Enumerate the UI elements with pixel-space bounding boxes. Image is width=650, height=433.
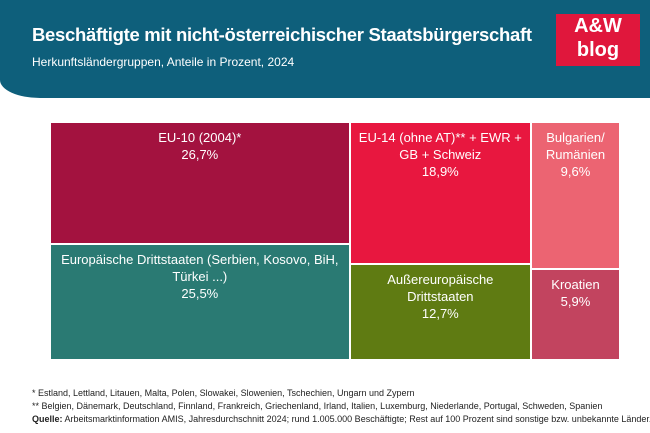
source-text: Arbeitsmarktinformation AMIS, Jahresdurc… bbox=[64, 414, 650, 424]
cell-label: Europäische Drittstaaten (Serbien, Kosov… bbox=[61, 251, 339, 284]
source: Quelle: Arbeitsmarktinformation AMIS, Ja… bbox=[32, 413, 650, 426]
treemap-cell: EU-10 (2004)* 26,7% bbox=[50, 122, 350, 244]
treemap: EU-10 (2004)* 26,7% Europäische Drittstaat… bbox=[50, 122, 620, 360]
source-label: Quelle: bbox=[32, 414, 63, 424]
treemap-cell: EU-14 (ohne AT)** + EWR + GB + Schweiz 18… bbox=[349, 122, 531, 265]
value-label: 12,7% bbox=[421, 306, 459, 322]
header-band: Beschäftigte mit nicht-österreichischer … bbox=[0, 0, 650, 98]
value-label: 26,7% bbox=[181, 147, 219, 162]
value-label: 18,9% bbox=[421, 164, 459, 179]
chart-subtitle: Herkunftsländergruppen, Anteile in Proze… bbox=[32, 55, 295, 69]
value-label: 5,9% bbox=[560, 294, 591, 310]
treemap-cell: Kroatien 5,9% bbox=[531, 269, 620, 360]
note: ** Belgien, Dänemark, Deutschland, Finnl… bbox=[32, 401, 603, 411]
value-label: 25,5% bbox=[181, 285, 219, 301]
logo-bottom: blog bbox=[576, 39, 620, 61]
treemap-cell: Bulgarien/ Rumänien 9,6% bbox=[531, 122, 620, 270]
note: * Estland, Lettland, Litauen, Malta, Pol… bbox=[32, 388, 415, 398]
cell-label: Kroatien bbox=[551, 277, 600, 293]
logo-top: A&W bbox=[574, 15, 622, 37]
cell-label: EU-10 (2004)* bbox=[158, 130, 242, 145]
logo: A&W blog bbox=[556, 14, 640, 66]
value-label: 9,6% bbox=[560, 164, 591, 179]
cell-label: EU-14 (ohne AT)** + EWR + GB + Schweiz bbox=[358, 130, 522, 162]
chart-title: Beschäftigte mit nicht-österreichischer … bbox=[32, 24, 532, 45]
treemap-cell: Außereuropäische Drittstaaten 12,7% bbox=[349, 264, 531, 360]
cell-label: Bulgarien/ Rumänien bbox=[545, 130, 606, 162]
notes: * Estland, Lettland, Litauen, Malta, Pol… bbox=[32, 387, 650, 426]
cell-label: Außereuropäische Drittstaaten bbox=[387, 272, 494, 305]
treemap-cell: Europäische Drittstaaten (Serbien, Kosov… bbox=[50, 243, 350, 360]
